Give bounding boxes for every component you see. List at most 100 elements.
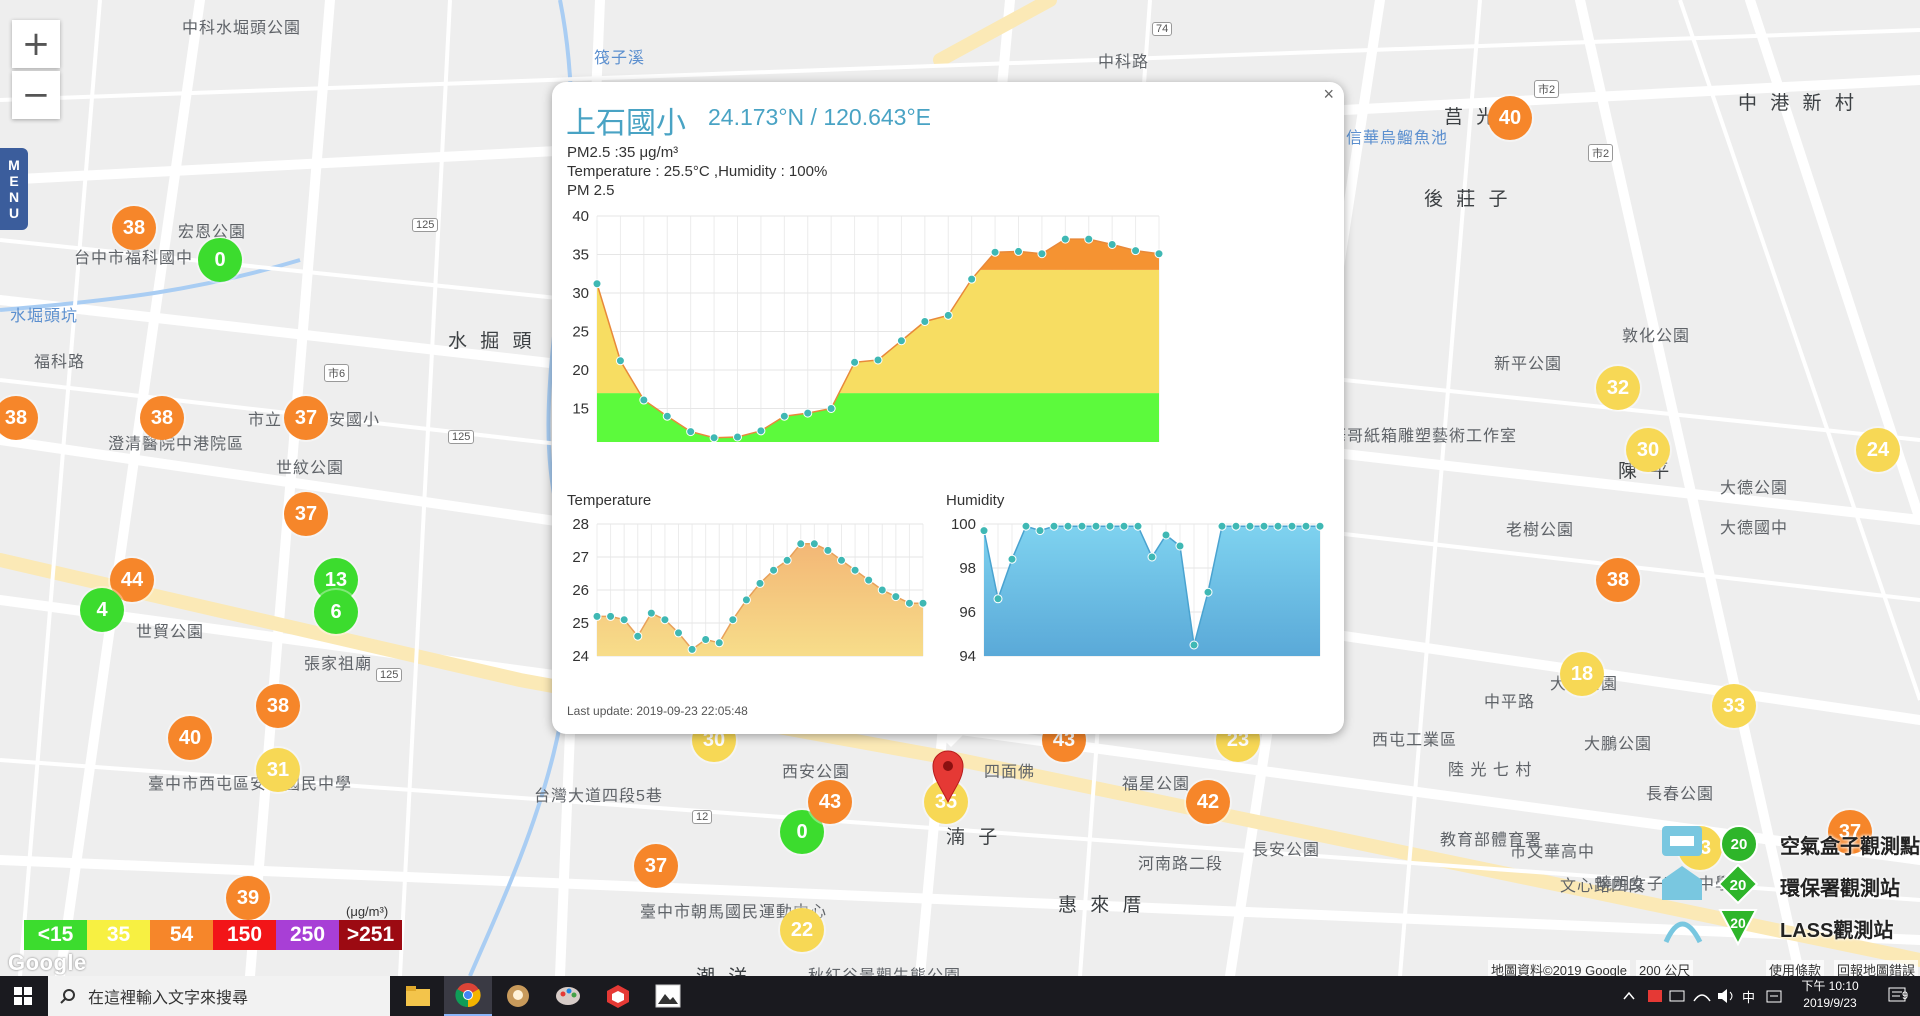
pm25-station-marker[interactable]: 32: [1596, 366, 1640, 410]
pm25-station-marker[interactable]: 37: [284, 396, 328, 440]
y-tick-label: 10: [572, 439, 589, 442]
pm25-station-marker[interactable]: 31: [256, 748, 300, 792]
pm25-station-marker[interactable]: 44: [110, 558, 154, 602]
sketch-app[interactable]: [594, 976, 642, 1016]
map-place-label: 水 掘 頭: [448, 331, 536, 352]
pm25-station-marker[interactable]: 37: [284, 492, 328, 536]
pm25-station-marker[interactable]: 42: [1186, 780, 1230, 824]
area-band: [597, 393, 1159, 442]
chrome-icon: [455, 983, 481, 1008]
temperature-chart-title: Temperature: [567, 492, 652, 509]
map-place-label: 市立: [248, 412, 283, 429]
map-place-label: 華哥紙箱雕塑藝術工作室: [1330, 428, 1518, 445]
map-place-label: 河南路二段: [1138, 856, 1224, 873]
data-point: [756, 426, 766, 436]
pm25-station-marker[interactable]: 30: [1626, 428, 1670, 472]
map-place-label: 莒 光: [1444, 107, 1500, 128]
map-place-label: 潮 洋: [696, 962, 751, 976]
pm25-station-marker[interactable]: 38: [1596, 558, 1640, 602]
photos-app[interactable]: [644, 976, 692, 1016]
map-place-label: 長春公園: [1646, 786, 1715, 803]
pm25-station-marker[interactable]: 18: [1560, 652, 1604, 696]
taskbar-search[interactable]: 在這裡輸入文字來搜尋: [48, 976, 390, 1016]
map-place-label: 秋紅谷景觀生態公園: [808, 962, 961, 976]
pinned-app[interactable]: [494, 976, 542, 1016]
selected-location-pin-icon[interactable]: [930, 748, 966, 804]
pm25-station-marker[interactable]: 38: [0, 396, 38, 440]
data-point: [1154, 249, 1164, 259]
map-place-label: 永安國小: [312, 412, 381, 429]
pm25-station-marker[interactable]: 38: [140, 396, 184, 440]
terms-link[interactable]: 使用條款: [1766, 960, 1825, 976]
road-shield: 125: [376, 668, 403, 682]
y-tick-label: 25: [572, 615, 589, 632]
data-point: [1131, 246, 1141, 256]
system-tray[interactable]: [1622, 976, 1636, 1016]
pm25-station-marker[interactable]: 38: [256, 684, 300, 728]
data-point: [1301, 521, 1311, 531]
pm25-station-marker[interactable]: 4: [80, 588, 124, 632]
zoom-in-button[interactable]: +: [12, 20, 60, 68]
ime-indicator[interactable]: 中: [1742, 989, 1756, 1005]
paint-app[interactable]: [544, 976, 592, 1016]
close-icon[interactable]: ×: [1323, 84, 1334, 104]
notification-center[interactable]: 9: [1880, 976, 1916, 1016]
menu-letter: N: [8, 189, 20, 205]
pm25-station-marker[interactable]: 43: [808, 780, 852, 824]
data-point: [1107, 239, 1117, 249]
data-point: [646, 608, 656, 618]
data-point: [967, 274, 977, 284]
file-explorer-app[interactable]: [394, 976, 442, 1016]
clock[interactable]: 下午 10:10 2019/9/23: [1790, 978, 1870, 1012]
epa-station-icon: [1662, 866, 1702, 900]
triangle-icon: 20: [1718, 909, 1758, 946]
y-tick-label: 25: [572, 324, 589, 341]
pm25-station-marker[interactable]: 38: [112, 206, 156, 250]
menu-tab[interactable]: M E N U: [0, 148, 28, 230]
data-point: [1161, 530, 1171, 540]
pm25-reading: PM2.5 :35 μg/m³: [567, 144, 679, 161]
pm25-station-marker[interactable]: 37: [634, 844, 678, 888]
y-tick-label: 20: [572, 362, 589, 379]
pm25-station-marker[interactable]: 40: [168, 716, 212, 760]
tray-icons[interactable]: [1648, 976, 1778, 1016]
map-place-label: 後 莊 子: [1424, 189, 1512, 210]
y-tick-label: 15: [572, 401, 589, 418]
data-point: [782, 555, 792, 565]
pm25-station-marker[interactable]: 39: [226, 876, 270, 920]
data-point: [755, 578, 765, 588]
pm25-station-marker[interactable]: 40: [1488, 96, 1532, 140]
map[interactable]: 中科水堀頭公園 宏恩公園 台中市福科國中 水堀頭坑 福科路 水 掘 頭澄清醫院中港院區 市立…: [0, 0, 1920, 976]
data-point: [1063, 521, 1073, 531]
pm25-station-marker[interactable]: 37: [1828, 810, 1872, 854]
y-tick-label: 24: [572, 648, 589, 665]
pm25-station-marker[interactable]: 22: [780, 908, 824, 952]
pm25-station-marker[interactable]: 6: [314, 590, 358, 634]
data-point: [803, 408, 813, 418]
data-point: [1189, 640, 1199, 650]
station-legend-label: 環保署觀測站: [1780, 878, 1900, 900]
data-point: [920, 316, 930, 326]
map-place-label: 中科路: [1098, 54, 1150, 71]
data-point: [709, 433, 719, 442]
zoom-out-button[interactable]: −: [12, 71, 60, 119]
chrome-app[interactable]: [444, 976, 492, 1016]
report-error-link[interactable]: 回報地圖錯誤: [1834, 960, 1919, 976]
data-point: [1203, 587, 1213, 597]
data-point: [877, 585, 887, 595]
pm25-station-marker[interactable]: 33: [1712, 684, 1756, 728]
taskbar: 在這裡輸入文字來搜尋 中 下午 10:10 2019/9/23: [0, 976, 1920, 1016]
keyboard-tray[interactable]: [1766, 976, 1782, 1016]
map-scale[interactable]: 200 公尺: [1636, 960, 1694, 976]
data-point: [714, 638, 724, 648]
pm25-station-marker[interactable]: 0: [198, 238, 242, 282]
pm25-station-marker[interactable]: 24: [1856, 428, 1900, 472]
start-button[interactable]: [0, 976, 46, 1016]
data-point: [619, 615, 629, 625]
station-name: 上石國小: [566, 107, 686, 140]
data-point: [1287, 521, 1297, 531]
humidity-chart-title: Humidity: [946, 492, 1005, 509]
humidity-chart: 94 96 98 100: [951, 516, 1325, 665]
map-place-label: 水堀頭坑: [10, 308, 79, 325]
data-point: [891, 592, 901, 602]
